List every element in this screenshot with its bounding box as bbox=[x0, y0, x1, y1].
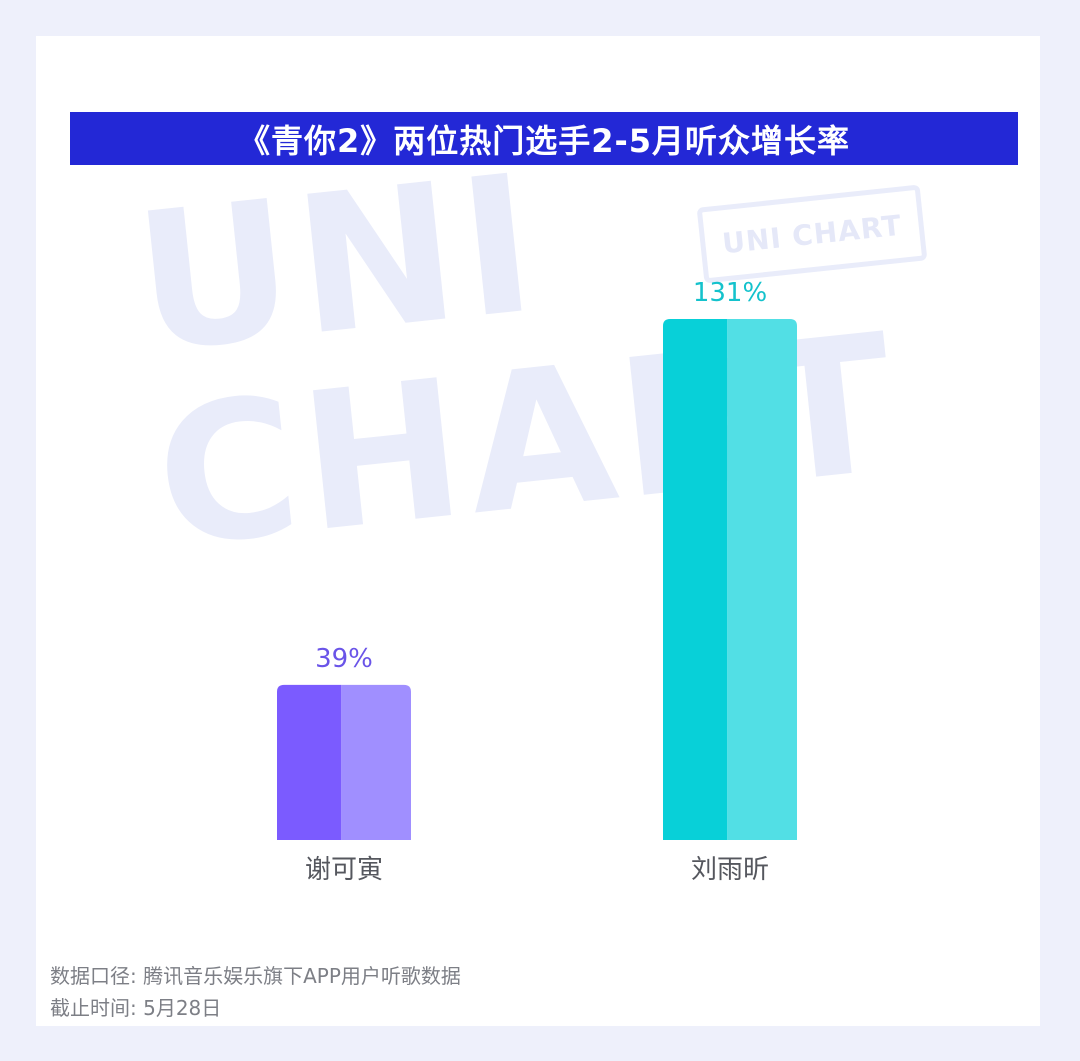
chart-title: 《青你2》两位热门选手2-5月听众增长率 bbox=[237, 121, 851, 160]
bar-right-1 bbox=[341, 684, 411, 840]
cutoff-date-note: 截止时间: 5月28日 bbox=[50, 996, 222, 1020]
category-label-1: 谢可寅 bbox=[305, 855, 383, 885]
bar-right-2 bbox=[727, 319, 797, 840]
bar-left-1 bbox=[277, 684, 342, 840]
value-label-1: 39% bbox=[315, 644, 373, 674]
data-source-note: 数据口径: 腾讯音乐娱乐旗下APP用户听歌数据 bbox=[50, 964, 461, 988]
chart-card bbox=[36, 36, 1040, 1026]
title-bar: 《青你2》两位热门选手2-5月听众增长率 bbox=[70, 112, 1018, 165]
category-label-2: 刘雨昕 bbox=[691, 855, 769, 885]
bar-left-2 bbox=[663, 319, 728, 840]
value-label-2: 131% bbox=[693, 278, 767, 308]
footer-notes: 数据口径: 腾讯音乐娱乐旗下APP用户听歌数据 截止时间: 5月28日 bbox=[50, 960, 461, 1024]
